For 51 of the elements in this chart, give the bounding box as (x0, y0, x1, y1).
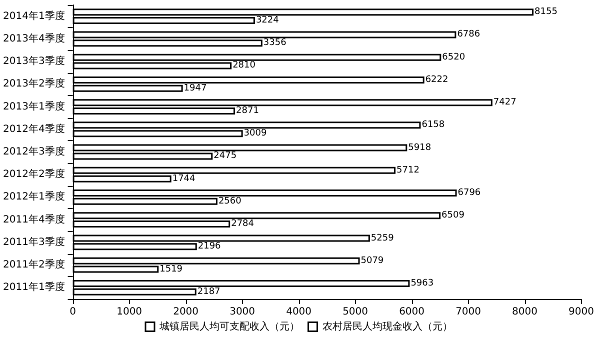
y-tick-label: 2012年3季度 (3, 146, 65, 158)
data-label: 6158 (422, 120, 445, 130)
x-tick-label: 8000 (512, 306, 538, 318)
x-tick-label: 9000 (568, 306, 594, 318)
data-label: 7427 (493, 98, 516, 108)
data-label: 5259 (370, 233, 394, 244)
data-label: 3009 (244, 128, 267, 139)
legend-label: 城镇居民人均可支配收入（元） (158, 320, 300, 332)
data-label: 3356 (263, 38, 287, 48)
y-tick-label: 2012年2季度 (3, 168, 65, 180)
x-tick-label: 0 (70, 306, 76, 318)
data-label: 1744 (172, 174, 196, 184)
data-label: 6509 (442, 210, 465, 221)
data-label: 1947 (184, 83, 207, 94)
data-label: 1519 (160, 264, 183, 274)
data-label: 6222 (425, 74, 448, 85)
data-label: 2560 (218, 196, 242, 206)
legend-label: 农村居民人均现金收入（元） (322, 320, 452, 332)
data-label: 2196 (198, 242, 222, 252)
data-label: 5079 (360, 256, 384, 266)
data-label: 3224 (256, 16, 280, 26)
y-tick-label: 2011年1季度 (3, 281, 65, 294)
data-label: 6796 (458, 188, 481, 198)
x-tick-label: 7000 (456, 306, 482, 318)
y-tick-label: 2012年1季度 (3, 190, 65, 203)
y-tick-label: 2012年4季度 (3, 122, 65, 135)
data-label: 2475 (214, 151, 237, 162)
y-tick-label: 2013年2季度 (3, 78, 65, 90)
data-label: 2871 (236, 106, 259, 116)
x-tick-label: 4000 (286, 306, 312, 318)
x-tick-label: 2000 (173, 306, 199, 318)
y-tick-label: 2013年4季度 (3, 32, 65, 44)
data-label: 2810 (232, 60, 256, 71)
x-tick-label: 5000 (342, 306, 368, 318)
data-label: 6520 (442, 52, 466, 62)
data-label: 6786 (457, 30, 480, 40)
x-tick-label: 1000 (116, 306, 142, 318)
data-label: 2187 (197, 286, 220, 297)
y-tick-label: 2013年1季度 (3, 100, 65, 112)
y-tick-label: 2011年2季度 (3, 258, 65, 271)
data-label: 5963 (410, 278, 434, 288)
data-label: 8155 (534, 7, 558, 18)
x-tick-label: 6000 (399, 306, 425, 318)
data-label: 5712 (396, 165, 420, 176)
data-label: 5918 (408, 142, 432, 153)
data-label: 2784 (231, 219, 254, 230)
x-tick-label: 3000 (230, 306, 256, 318)
y-tick-label: 2011年4季度 (3, 213, 65, 226)
y-tick-label: 2014年1季度 (3, 10, 65, 22)
y-tick-label: 2011年3季度 (3, 236, 65, 248)
y-tick-label: 2013年3季度 (3, 55, 65, 68)
